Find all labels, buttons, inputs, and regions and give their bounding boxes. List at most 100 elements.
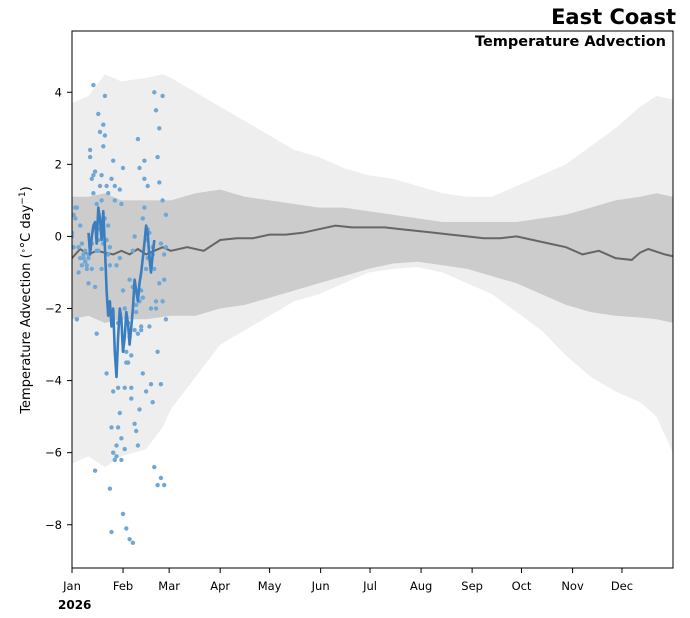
- scatter-point: [111, 158, 116, 163]
- scatter-point: [104, 183, 109, 189]
- scatter-point: [117, 410, 123, 416]
- scatter-point: [142, 158, 147, 163]
- scatter-point: [162, 277, 167, 282]
- scatter-point: [94, 201, 99, 207]
- scatter-point: [79, 263, 85, 268]
- scatter-point: [135, 331, 141, 336]
- scatter-point: [139, 324, 144, 329]
- scatter-point: [86, 281, 91, 286]
- scatter-point: [117, 255, 123, 261]
- x-tick-label: Feb: [113, 579, 133, 593]
- scatter-point: [96, 111, 101, 117]
- scatter-point: [127, 537, 132, 542]
- scatter-point: [135, 136, 141, 142]
- scatter-point: [155, 154, 160, 160]
- scatter-point: [74, 205, 80, 210]
- y-tick-label: 0: [55, 229, 62, 243]
- scatter-point: [152, 464, 157, 470]
- scatter-point: [92, 284, 98, 290]
- scatter-point: [142, 205, 147, 210]
- scatter-point: [73, 216, 78, 221]
- scatter-point: [81, 255, 86, 261]
- scatter-point: [143, 389, 149, 394]
- scatter-point: [107, 263, 113, 268]
- scatter-point: [120, 165, 126, 171]
- scatter-point: [143, 266, 149, 272]
- scatter-point: [153, 306, 159, 311]
- scatter-point: [158, 241, 164, 246]
- scatter-point: [109, 425, 114, 430]
- plot-area: [72, 74, 673, 545]
- scatter-point: [115, 385, 121, 390]
- x-tick-label: Aug: [410, 579, 432, 593]
- scatter-point: [147, 324, 152, 329]
- scatter-point: [129, 385, 134, 390]
- scatter-point: [137, 165, 142, 171]
- scatter-point: [112, 198, 118, 203]
- scatter-point: [122, 385, 127, 390]
- scatter-point: [112, 183, 118, 189]
- scatter-point: [142, 176, 147, 181]
- scatter-point: [155, 349, 160, 354]
- scatter-point: [158, 475, 164, 481]
- scatter-point: [153, 299, 159, 304]
- x-tick-label: Nov: [561, 579, 584, 593]
- scatter-point: [74, 317, 80, 322]
- scatter-point: [83, 259, 88, 264]
- scatter-point: [91, 191, 96, 196]
- scatter-point: [76, 270, 81, 275]
- scatter-point: [87, 154, 93, 160]
- scatter-point: [132, 421, 137, 426]
- scatter-point: [124, 349, 129, 354]
- scatter-point: [114, 443, 119, 448]
- scatter-point: [162, 252, 167, 257]
- x-tick-label: Mar: [158, 579, 180, 593]
- scatter-point: [107, 245, 113, 250]
- scatter-point: [92, 468, 98, 473]
- scatter-point: [94, 248, 99, 253]
- scatter-point: [150, 400, 155, 405]
- scatter-point: [84, 266, 90, 272]
- scatter-point: [101, 122, 106, 127]
- scatter-point: [104, 371, 109, 376]
- scatter-point: [122, 306, 127, 311]
- y-axis-label: Temperature Advection (∘°C day−1): [18, 186, 34, 414]
- y-tick-label: −4: [45, 374, 62, 388]
- plot-frame: [71, 30, 674, 569]
- scatter-point: [129, 353, 134, 358]
- y-tick-label: 4: [55, 85, 62, 99]
- outer-band: [72, 74, 673, 468]
- scatter-point: [127, 277, 132, 282]
- scatter-point: [87, 147, 93, 153]
- scatter-point: [120, 288, 126, 293]
- scatter-point: [109, 529, 114, 535]
- scatter-point: [106, 223, 111, 228]
- scatter-point: [160, 299, 165, 304]
- scatter-point: [78, 223, 83, 228]
- scatter-point: [160, 198, 165, 203]
- scatter-point: [86, 255, 91, 261]
- scatter-point: [124, 526, 129, 531]
- scatter-point: [148, 382, 154, 387]
- scatter-point: [99, 173, 104, 178]
- chart-subtitle: Temperature Advection: [475, 34, 666, 50]
- scatter-point: [132, 234, 137, 239]
- observed-line: [87, 206, 156, 379]
- scatter-point: [157, 281, 162, 286]
- x-tick-label: Jan: [62, 579, 81, 593]
- scatter-point: [112, 457, 118, 463]
- scatter-point: [114, 454, 119, 459]
- scatter-point: [158, 382, 164, 387]
- scatter-point: [162, 482, 167, 488]
- x-tick-label: Jun: [311, 579, 330, 593]
- scatter-point: [132, 327, 137, 333]
- scatter-point: [72, 245, 76, 250]
- scatter-point: [91, 82, 96, 88]
- scatter-point: [157, 180, 162, 185]
- scatter-point: [101, 144, 106, 149]
- scatter-point: [89, 176, 95, 181]
- scatter-point: [97, 129, 103, 135]
- scatter-point: [139, 327, 144, 333]
- scatter-point: [152, 90, 157, 95]
